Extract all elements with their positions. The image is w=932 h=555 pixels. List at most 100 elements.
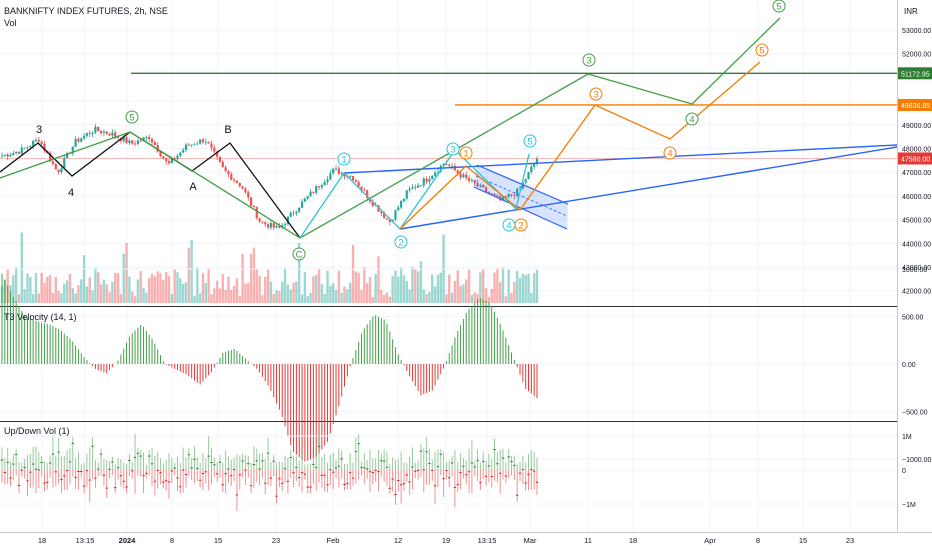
volume-bar xyxy=(536,270,538,303)
volume-bar xyxy=(374,274,376,303)
candle-body xyxy=(380,212,382,213)
volume-bar xyxy=(281,282,283,303)
updown-tick-labels: 1M0−1M xyxy=(902,434,916,509)
candle-body xyxy=(420,185,422,186)
volume-bar xyxy=(106,284,108,303)
volume-bar xyxy=(137,280,139,303)
candle-body xyxy=(332,169,334,174)
velocity-title: T3 Velocity (14, 1) xyxy=(4,312,77,322)
price-tick: 52000.00 xyxy=(902,52,931,59)
volume-bar xyxy=(465,280,467,303)
volume-bar xyxy=(216,281,218,303)
candle-body xyxy=(154,142,156,145)
candlesticks[interactable] xyxy=(1,124,538,230)
price-tick: 44000.00 xyxy=(902,241,931,248)
volume-label: Vol xyxy=(4,18,17,28)
wave-label: 2 xyxy=(518,221,523,232)
candle-body xyxy=(295,212,297,214)
wave-label: 5 xyxy=(759,46,764,57)
candle-body xyxy=(74,139,76,147)
time-tick: 15 xyxy=(799,536,807,545)
candle-body xyxy=(111,133,113,136)
price-tick: 42000.00 xyxy=(902,289,931,296)
time-tick: Mar xyxy=(524,536,537,545)
volume-bar xyxy=(434,286,436,303)
candle-body xyxy=(253,206,255,207)
wave-label: A xyxy=(189,181,197,193)
volume-bar xyxy=(321,284,323,303)
candle-body xyxy=(225,167,227,171)
wave-label: 5 xyxy=(527,137,532,148)
candle-body xyxy=(273,223,275,227)
volume-bar xyxy=(111,282,113,303)
candle-body xyxy=(417,185,419,187)
candle-body xyxy=(97,127,99,131)
volume-bar xyxy=(485,288,487,303)
candle-body xyxy=(250,197,252,205)
volume-bar xyxy=(482,269,484,303)
volume-bar xyxy=(278,291,280,303)
candle-body xyxy=(202,139,204,142)
volume-bar xyxy=(323,294,325,303)
candle-body xyxy=(324,182,326,185)
volume-bar xyxy=(256,270,258,303)
candle-body xyxy=(525,179,527,182)
candle-body xyxy=(301,201,303,207)
candle-body xyxy=(304,199,306,202)
volume-bar xyxy=(346,289,348,303)
candle-body xyxy=(91,133,93,134)
candle-body xyxy=(38,140,40,142)
volume-bar xyxy=(91,290,93,303)
volume-bar xyxy=(533,273,535,303)
volume-bar xyxy=(193,296,195,303)
candle-body xyxy=(315,186,317,193)
time-tick: 11 xyxy=(584,536,592,545)
volume-bar xyxy=(408,289,410,303)
volume-bar xyxy=(241,254,243,303)
volume-bar xyxy=(72,288,74,303)
volume-bar xyxy=(332,283,334,303)
candle-body xyxy=(4,155,6,156)
time-tick: 13:15 xyxy=(478,536,497,545)
volume-bar xyxy=(32,294,34,303)
volume-bar xyxy=(103,280,105,303)
volume-bar xyxy=(499,282,501,303)
candle-body xyxy=(227,171,229,174)
volume-bar xyxy=(227,277,229,303)
volume-bar xyxy=(176,272,178,303)
volume-bar xyxy=(507,270,509,303)
volume-bar xyxy=(114,273,116,303)
candle-body xyxy=(103,132,105,133)
candle-body xyxy=(428,179,430,181)
candle-body xyxy=(145,137,147,138)
volume-bar xyxy=(307,296,309,303)
volume-bar xyxy=(510,293,512,303)
volume-bar xyxy=(264,277,266,303)
price-tick: 46000.00 xyxy=(902,194,931,201)
updown-pane[interactable]: Up/Down Vol (1) xyxy=(0,426,897,511)
volume-bar xyxy=(29,277,31,303)
volume-bar xyxy=(301,294,303,303)
candle-body xyxy=(210,144,212,148)
volume-bar xyxy=(312,276,314,303)
price-tick: 48000.00 xyxy=(902,147,931,154)
candle-body xyxy=(137,141,139,144)
volume-bar xyxy=(273,294,275,303)
volume-bar xyxy=(366,283,368,303)
volume-bar xyxy=(156,271,158,303)
candle-body xyxy=(411,187,413,188)
volume-bar xyxy=(329,286,331,303)
candle-body xyxy=(397,207,399,210)
volume-bar xyxy=(423,290,425,303)
volume-bar xyxy=(145,293,147,303)
volume-bar xyxy=(86,286,88,303)
price-axis[interactable]: INR 53000.0052000.0050000.0049000.004800… xyxy=(898,0,932,532)
candle-body xyxy=(258,218,260,221)
candle-body xyxy=(242,186,244,188)
candle-body xyxy=(459,173,461,177)
wave-label: 4 xyxy=(689,115,694,126)
candle-body xyxy=(451,166,453,167)
candle-body xyxy=(80,138,82,141)
